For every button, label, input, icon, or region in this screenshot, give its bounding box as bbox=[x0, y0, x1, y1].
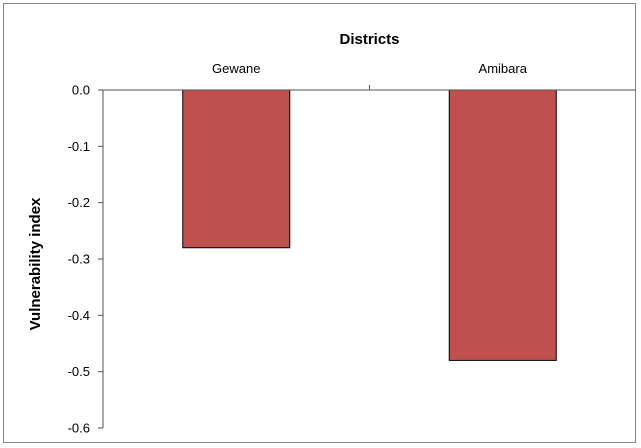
ticks-layer: 0.0 -0.1 -0.2 -0.3 -0.4 -0.5 -0.6 Gewane Amibara bbox=[68, 61, 528, 436]
x-tick-label: Gewane bbox=[212, 61, 260, 76]
y-tick-label: -0.5 bbox=[68, 364, 90, 379]
x-axis-title: Districts bbox=[339, 31, 399, 48]
y-tick-label: -0.6 bbox=[68, 421, 90, 436]
x-tick-label: Amibara bbox=[479, 61, 528, 76]
bars-layer bbox=[182, 89, 557, 361]
y-tick-label: -0.3 bbox=[68, 252, 90, 267]
y-axis-title: Vulnerability index bbox=[27, 197, 44, 330]
y-tick-label: -0.2 bbox=[68, 195, 90, 210]
y-tick-label: -0.1 bbox=[68, 139, 90, 154]
y-tick-label: -0.4 bbox=[68, 308, 90, 323]
bar-gewane bbox=[182, 89, 291, 249]
y-tick-label: 0.0 bbox=[72, 83, 90, 98]
bar-amibara bbox=[448, 89, 557, 361]
